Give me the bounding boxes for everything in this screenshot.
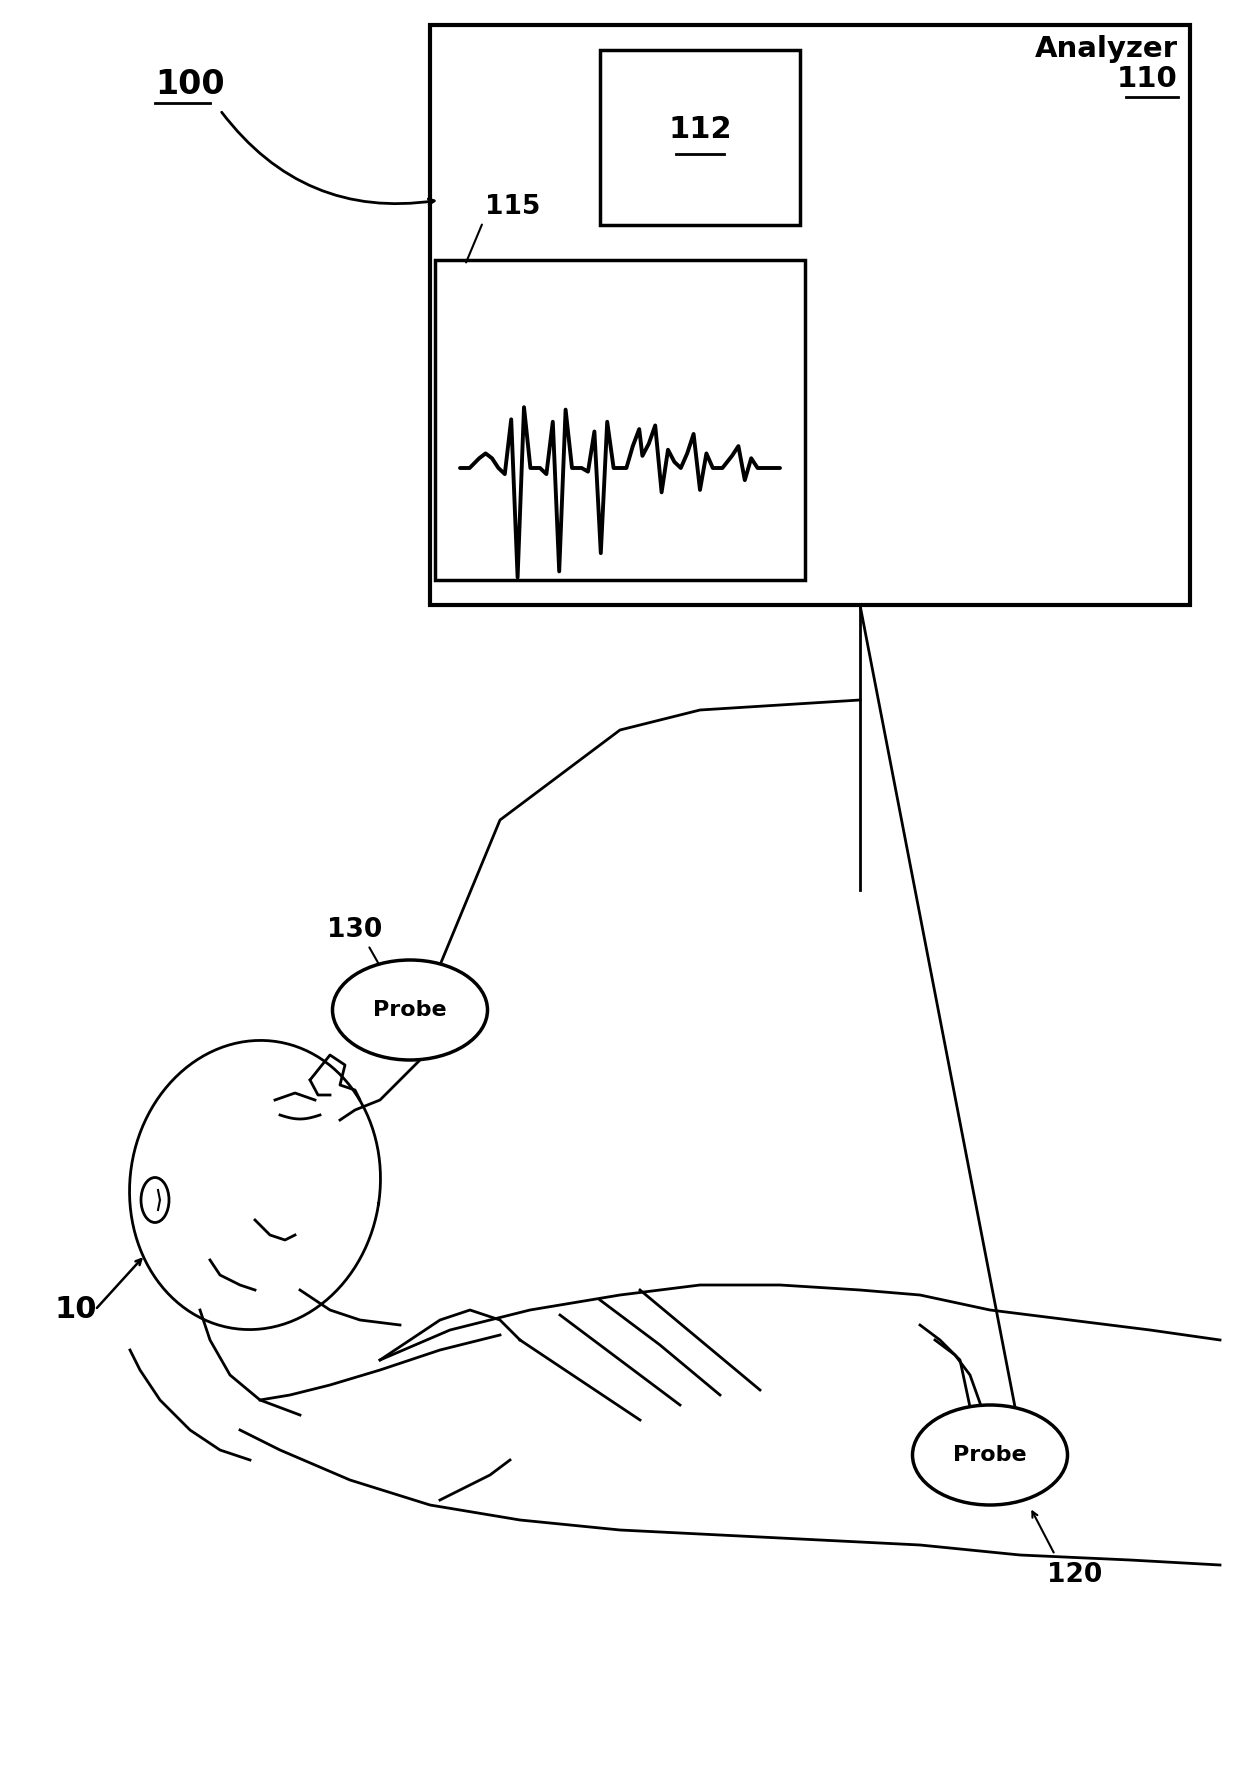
- Bar: [435, 259, 805, 581]
- Text: Probe: Probe: [373, 1001, 446, 1020]
- Ellipse shape: [141, 1178, 169, 1222]
- Ellipse shape: [913, 1405, 1068, 1505]
- Text: 130: 130: [327, 917, 383, 944]
- Bar: [430, 25, 1190, 606]
- Text: 112: 112: [668, 114, 732, 145]
- Text: 115: 115: [485, 195, 541, 220]
- Ellipse shape: [332, 960, 487, 1060]
- Text: 110: 110: [1117, 64, 1178, 93]
- Text: Analyzer: Analyzer: [1035, 36, 1178, 63]
- Text: 100: 100: [155, 68, 224, 102]
- Text: 120: 120: [1048, 1562, 1102, 1589]
- Bar: [600, 50, 800, 225]
- Text: Probe: Probe: [954, 1446, 1027, 1465]
- Text: 10: 10: [55, 1296, 98, 1324]
